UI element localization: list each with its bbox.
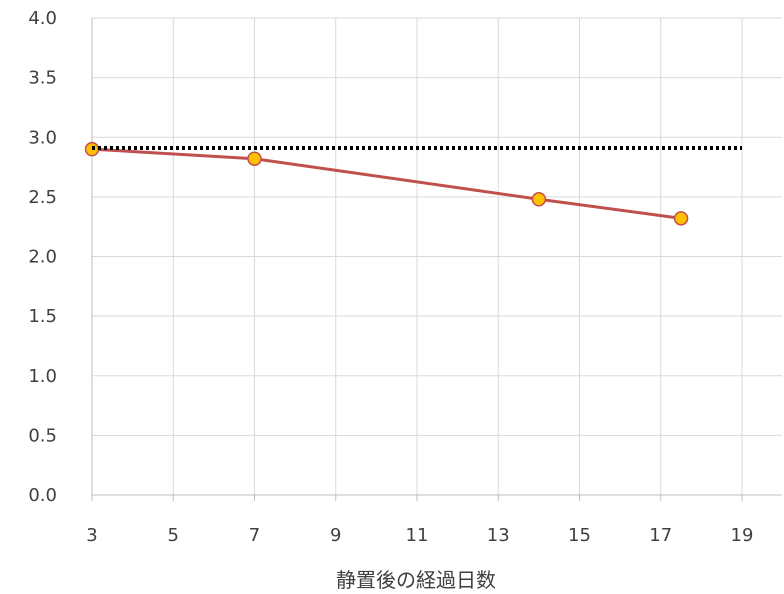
y-tick-label: 2.0 bbox=[28, 247, 57, 268]
x-axis-title: 静置後の経過日数 bbox=[336, 568, 496, 592]
x-tick-label: 11 bbox=[406, 525, 429, 546]
y-tick-label: 3.5 bbox=[28, 68, 57, 89]
data-point bbox=[247, 151, 262, 166]
x-tick-label: 3 bbox=[86, 525, 97, 546]
y-tick-label: 0.5 bbox=[28, 425, 57, 446]
x-tick-label: 15 bbox=[568, 525, 591, 546]
x-tick-label: 9 bbox=[330, 525, 341, 546]
y-tick-label: 3.0 bbox=[28, 127, 57, 148]
series-line bbox=[91, 147, 682, 220]
y-tick-label: 1.5 bbox=[28, 306, 57, 327]
gridlines bbox=[91, 17, 782, 495]
x-tick-label: 17 bbox=[649, 525, 672, 546]
x-tick-label: 5 bbox=[168, 525, 179, 546]
tick-labels: 0.0 0.5 1.0 1.5 2.0 2.5 3.0 3.5 4.0 3 5 7 9 11 13 15 17 1… bbox=[28, 8, 753, 546]
x-tick-label: 19 bbox=[731, 525, 754, 546]
y-tick-label: 0.0 bbox=[28, 485, 57, 506]
data-point bbox=[531, 192, 547, 207]
axes bbox=[91, 18, 782, 501]
y-tick-label: 2.5 bbox=[28, 187, 57, 208]
x-tick-label: 13 bbox=[487, 525, 510, 546]
data-point bbox=[673, 211, 689, 226]
y-tick-label: 4.0 bbox=[28, 8, 57, 29]
y-tick-label: 1.0 bbox=[28, 366, 57, 387]
series bbox=[84, 141, 742, 226]
x-tick-label: 7 bbox=[249, 525, 260, 546]
